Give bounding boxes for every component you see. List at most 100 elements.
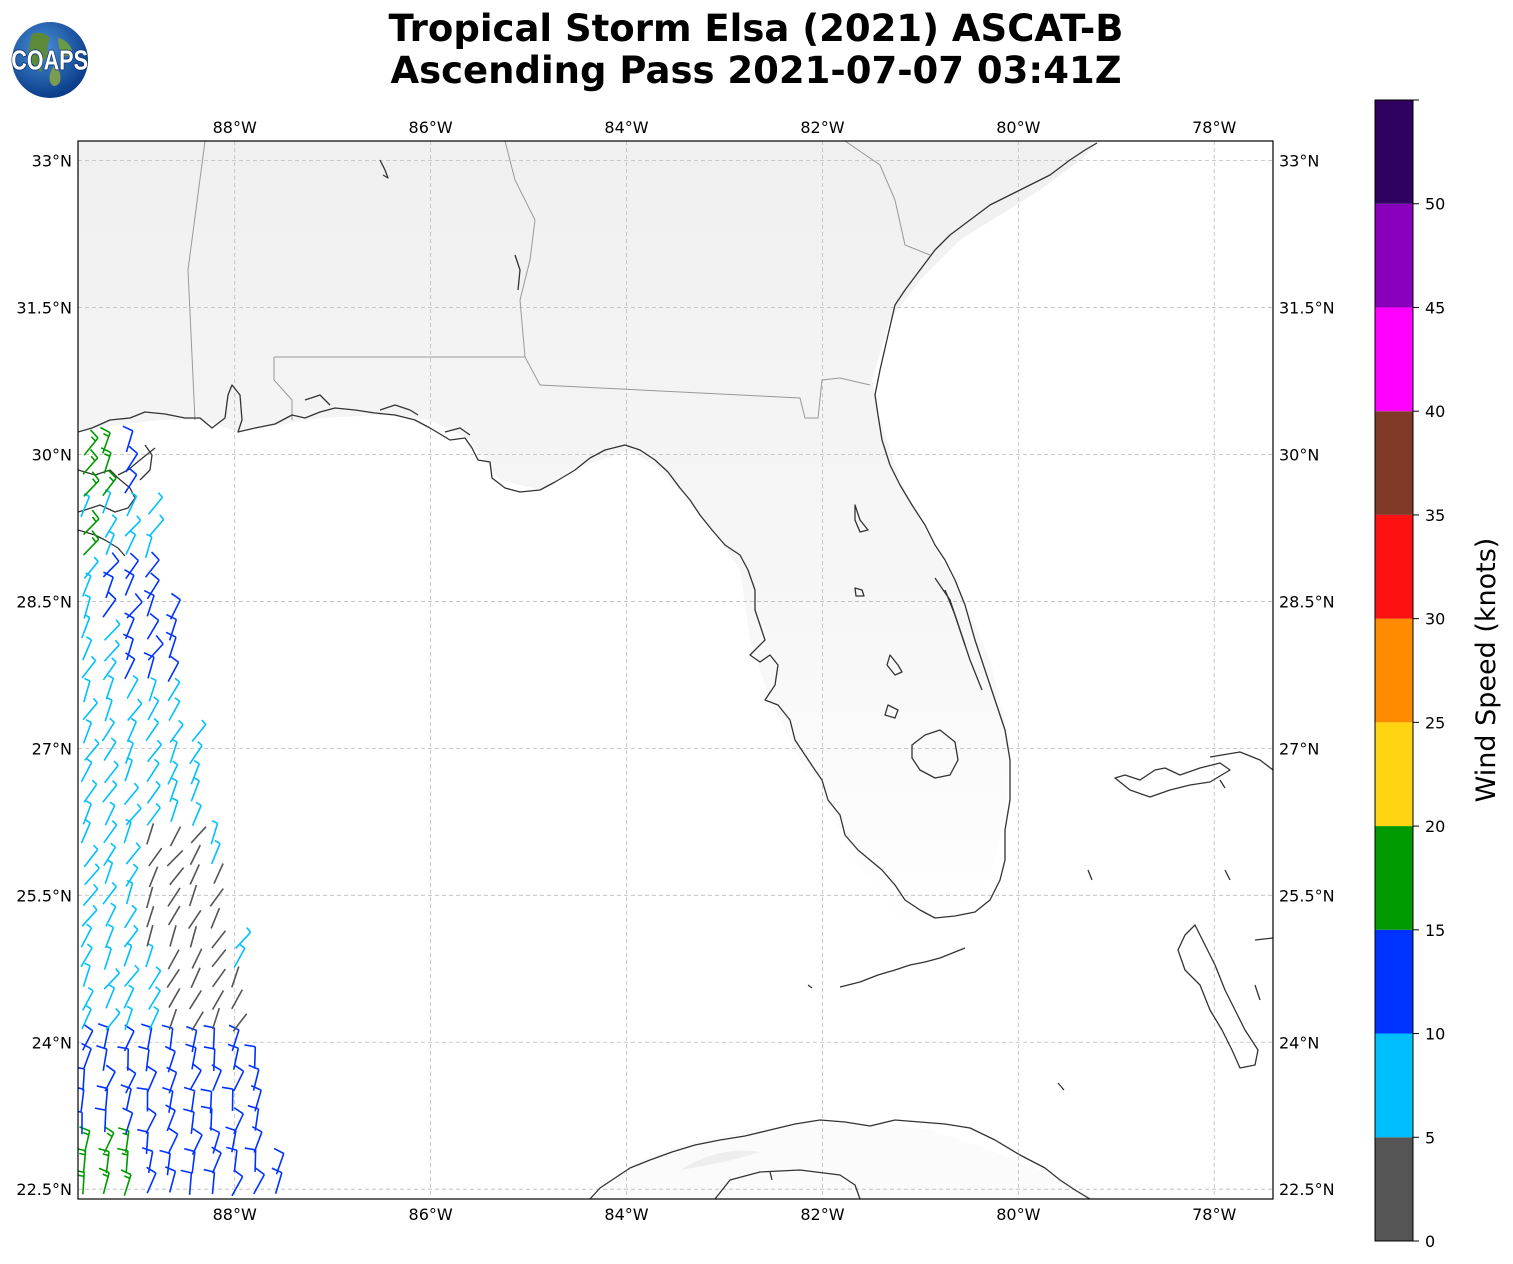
wind-barb-150 [125, 803, 142, 826]
wind-barb-74 [105, 1007, 121, 1031]
wind-barb-113 [81, 904, 98, 927]
wind-barb-187 [167, 677, 181, 702]
lon-tick-label-top-3: 82°W [800, 118, 844, 137]
wind-barb-216 [82, 530, 100, 556]
wind-barb-145 [169, 826, 182, 847]
wind-barb-93 [166, 968, 180, 989]
wind-barb-206 [143, 589, 155, 617]
wind-barb-148 [82, 800, 93, 825]
wind-barb-55 [248, 1064, 260, 1091]
wind-barb-204 [102, 591, 117, 618]
wind-barb-171 [189, 740, 203, 765]
wind-barb-235 [100, 426, 111, 454]
wind-barb-120 [82, 883, 99, 907]
map-title-line-2: Ascending Pass 2021-07-07 03:41Z [390, 49, 1122, 92]
wind-barb-186 [148, 677, 157, 702]
wind-barb-11 [98, 1147, 110, 1174]
wind-barb-50 [146, 1065, 158, 1093]
wind-barb-126 [209, 888, 224, 907]
wind-barb-47 [78, 1066, 86, 1091]
lat-tick-label-right-3: 28.5°N [1279, 592, 1335, 611]
colorbar-bin-7 [1375, 411, 1413, 515]
wind-barb-174 [126, 717, 138, 743]
wind-barb-103 [211, 949, 227, 968]
wind-barb-138 [166, 849, 184, 867]
wind-barb-109 [169, 925, 177, 947]
wind-barb-175 [145, 717, 160, 742]
lon-tick-label-top-2: 84°W [604, 118, 648, 137]
wind-barb-25 [191, 1128, 203, 1156]
wind-barb-48 [104, 1064, 116, 1092]
wind-barb-156 [123, 782, 140, 806]
colorbar-tick-label-4: 20 [1425, 817, 1445, 836]
wind-barb-111 [211, 930, 227, 949]
colorbar-bin-2 [1375, 929, 1413, 1034]
wind-barb-107 [123, 924, 139, 948]
wind-barb-130 [148, 866, 159, 888]
wind-barb-131 [169, 867, 185, 886]
wind-barb-166 [84, 738, 100, 761]
land-shading [78, 141, 1100, 935]
wind-barb-108 [146, 924, 154, 947]
wind-barb-17 [226, 1146, 238, 1173]
wind-barb-56 [81, 1042, 92, 1070]
colorbar-title: Wind Speed (knots) [1471, 538, 1502, 803]
wind-barb-123 [145, 886, 154, 909]
wind-barb-20 [79, 1126, 91, 1153]
wind-barb-189 [102, 657, 117, 681]
wind-barb-70 [185, 1025, 198, 1053]
wind-barb-52 [189, 1063, 202, 1090]
wind-barb-133 [213, 863, 224, 884]
wind-barb-83 [123, 984, 135, 1009]
wind-barb-205 [126, 592, 143, 619]
colorbar-tick-label-5: 25 [1425, 713, 1445, 732]
lon-tick-label-bottom-0: 88°W [213, 1205, 257, 1224]
wind-barb-139 [189, 844, 202, 866]
wind-barb-66 [97, 1022, 110, 1050]
wind-barb-153 [191, 801, 202, 827]
wind-barb-196 [147, 634, 164, 661]
wind-barb-64 [244, 1044, 257, 1069]
wind-barb-104 [233, 944, 246, 968]
wind-barb-7 [231, 1169, 244, 1197]
lat-tick-label-left-5: 25.5°N [16, 886, 72, 905]
wind-barb-134 [83, 844, 99, 868]
wind-barb-31 [122, 1107, 134, 1135]
wind-barb-144 [146, 823, 155, 845]
wind-barb-82 [105, 984, 116, 1009]
colorbar-tick-label-10: 50 [1425, 195, 1445, 214]
colorbar-bin-5 [1375, 618, 1413, 723]
colorbar-bin-10 [1375, 100, 1413, 204]
lat-tick-label-right-5: 25.5°N [1279, 886, 1335, 905]
colorbar-bin-9 [1375, 203, 1413, 308]
wind-barb-227 [147, 492, 164, 515]
lon-tick-label-top-4: 80°W [996, 118, 1040, 137]
wind-barb-217 [105, 530, 115, 555]
lat-tick-label-right-1: 31.5°N [1279, 299, 1335, 318]
wind-barb-8 [253, 1167, 266, 1195]
wind-barb-117 [167, 905, 181, 926]
lat-tick-label-right-6: 24°N [1279, 1033, 1319, 1052]
wind-barb-161 [104, 760, 119, 784]
wind-barb-44 [200, 1088, 213, 1114]
wind-barb-90 [103, 967, 121, 990]
wind-barb-223 [148, 514, 165, 537]
colorbar-tick-label-9: 45 [1425, 298, 1445, 317]
wind-barb-141 [80, 819, 91, 844]
wind-barb-178 [82, 697, 98, 721]
lon-tick-label-top-5: 78°W [1192, 118, 1236, 137]
wind-barb-75 [124, 1005, 134, 1031]
wind-barb-188 [81, 655, 97, 679]
wind-barb-94 [190, 967, 201, 989]
wind-barb-169 [146, 739, 163, 763]
wind-barb-176 [169, 719, 184, 743]
wind-barb-165 [190, 760, 201, 785]
wind-barb-215 [144, 551, 160, 578]
wind-barb-114 [105, 902, 117, 927]
coaps-logo: COAPS [11, 22, 89, 98]
wind-barb-16 [211, 1146, 222, 1174]
wind-barb-137 [148, 847, 163, 867]
wind-barb-73 [81, 1005, 92, 1030]
wind-barb-18 [244, 1147, 257, 1172]
